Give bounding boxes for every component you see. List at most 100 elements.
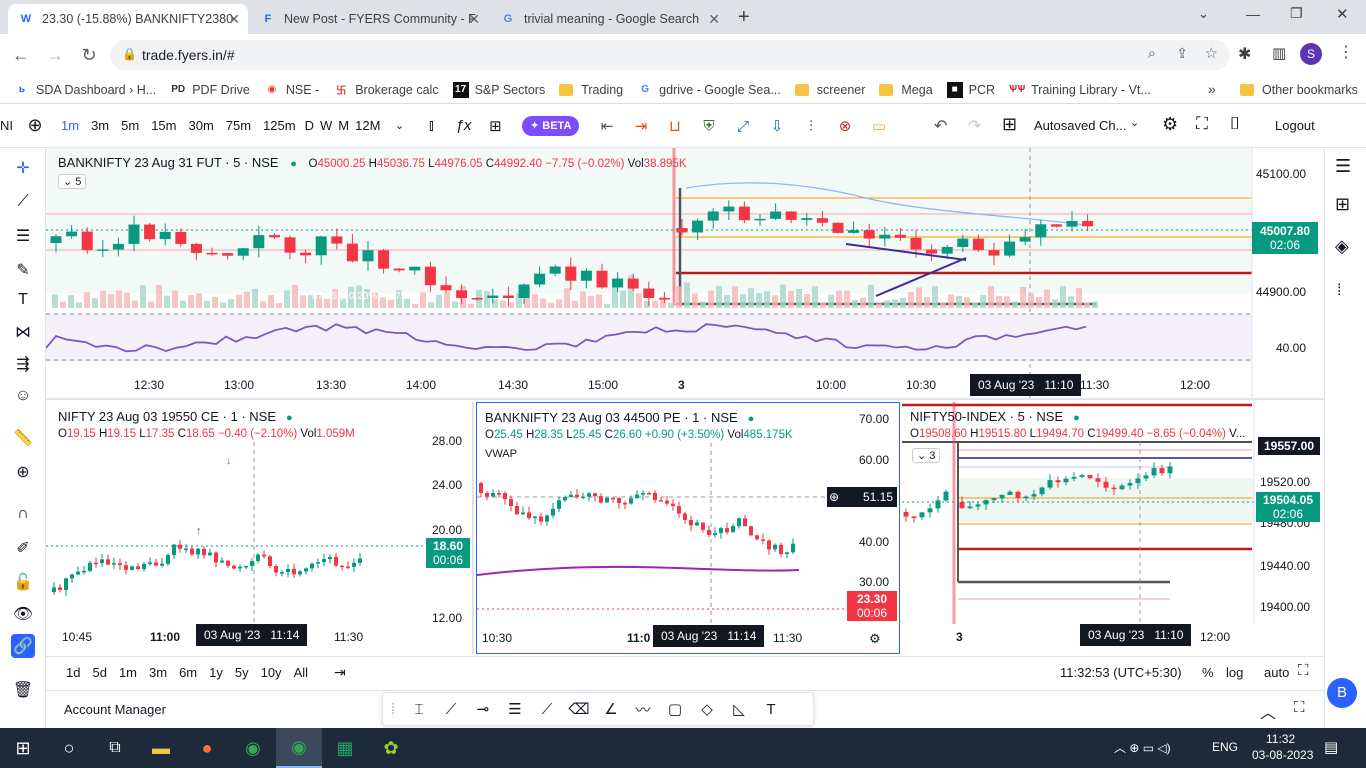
bookmark-item[interactable]: PD PDF Drive — [170, 82, 250, 98]
interval-30m[interactable]: 30m — [188, 118, 214, 133]
ruler-icon[interactable]: 📏 — [13, 430, 33, 447]
brush-icon[interactable]: ✎ — [16, 262, 30, 279]
gear-icon[interactable]: ⚙ — [869, 631, 881, 646]
tab-search-icon[interactable]: ⌄ — [1198, 6, 1209, 21]
layout-icon[interactable]: ⊞ — [1002, 114, 1018, 134]
interval-125m[interactable]: 125m — [263, 118, 296, 133]
main-chart-canvas[interactable] — [46, 148, 1324, 400]
browser-tab[interactable]: G trivial meaning - Google Search ✕ — [490, 4, 728, 34]
trendline-icon[interactable]: ⟋ — [17, 193, 29, 210]
symbol-title[interactable]: BANKNIFTY 23 Aug 03 44500 PE · 1 · NSE — [485, 410, 738, 425]
range-1d[interactable]: 1d — [66, 665, 81, 680]
close-window-button[interactable]: ✕ — [1336, 6, 1349, 23]
star-icon[interactable]: ☆ — [1204, 45, 1218, 62]
trendline-icon[interactable]: ⟋ — [445, 700, 457, 718]
fib-icon[interactable]: ☰ — [15, 228, 31, 245]
bookmark-item[interactable]: ◉ NSE - — [264, 82, 319, 98]
symbol-title[interactable]: NIFTY50-INDEX · 5 · NSE — [910, 409, 1064, 424]
close-icon[interactable]: ✕ — [708, 10, 720, 27]
ce-chart-pane[interactable]: ↓ ↑ NIFTY 23 Aug 03 19550 CE · 1 · NSE ● O… — [46, 402, 474, 654]
text-icon[interactable]: T — [18, 291, 28, 308]
clock[interactable]: 11:32:53 (UTC+5:30) — [1060, 665, 1182, 680]
dom-icon[interactable]: ⁞ — [1337, 282, 1342, 299]
add-alert-icon[interactable]: ⊕ — [829, 490, 840, 504]
pattern-icon[interactable]: ⋈ — [15, 324, 31, 341]
browser-tab-active[interactable]: W 23.30 (-15.88%) BANKNIFTY2380 ✕ — [8, 4, 248, 34]
add-symbol-icon[interactable]: ⊕ — [27, 115, 43, 135]
taskbar-time[interactable]: 11:32 — [1266, 732, 1296, 746]
nifty-chart-canvas[interactable] — [902, 402, 1324, 654]
brush-icon[interactable]: ⟋ — [541, 700, 553, 718]
range-6m[interactable]: 6m — [179, 665, 198, 680]
language-indicator[interactable]: ENG — [1212, 740, 1239, 754]
alerts-list-icon[interactable]: ⊞ — [1335, 194, 1351, 214]
range-3m[interactable]: 3m — [149, 665, 168, 680]
range-10y[interactable]: 10y — [260, 665, 282, 680]
percent-toggle[interactable]: % — [1202, 665, 1214, 680]
text-icon[interactable]: T — [766, 700, 776, 718]
search-icon[interactable]: ○ — [63, 737, 75, 758]
browser-tab[interactable]: F New Post - FYERS Community - F ✕ — [250, 4, 488, 34]
basket-icon[interactable]: ⊔ — [669, 118, 681, 135]
watchlist-icon[interactable]: ☰ — [1335, 156, 1352, 176]
range-1m[interactable]: 1m — [118, 665, 137, 680]
maximize-icon[interactable]: ⛶ — [1294, 699, 1305, 716]
interval-12m[interactable]: 12M — [355, 118, 381, 133]
interval-15m[interactable]: 15m — [151, 118, 177, 133]
rectangle-icon[interactable]: ▢ — [667, 701, 683, 718]
interval-3m[interactable]: 3m — [91, 118, 110, 133]
lock-drawing-icon[interactable]: ✐ — [16, 540, 30, 557]
trash-icon[interactable]: 🗑 — [12, 682, 34, 699]
wallet-icon[interactable]: ▭ — [871, 118, 887, 135]
prediction-icon[interactable]: ⇶ — [16, 356, 30, 373]
chevron-up-icon[interactable]: ︿ — [1260, 705, 1277, 722]
excel-icon[interactable]: ▦ — [336, 737, 354, 758]
triangle-icon[interactable]: ◺ — [733, 701, 745, 718]
download-icon[interactable]: ⇩ — [770, 118, 784, 135]
notification-icon[interactable]: ▤ — [1324, 739, 1339, 756]
interval-75m[interactable]: 75m — [225, 118, 252, 133]
back-icon[interactable]: ← — [12, 44, 30, 65]
symbol-title[interactable]: BANKNIFTY 23 Aug 31 FUT · 5 · NSE — [58, 155, 279, 170]
import-icon[interactable]: ⇤ — [600, 118, 614, 135]
goto-date-icon[interactable]: ⇥ — [334, 664, 346, 680]
windows-start-icon[interactable]: ⊞ — [15, 737, 31, 758]
range-5y[interactable]: 5y — [234, 665, 249, 680]
magnet-icon[interactable]: ∩ — [17, 505, 29, 522]
symbol-title[interactable]: NIFTY 23 Aug 03 19550 CE · 1 · NSE — [58, 409, 276, 424]
layout-name[interactable]: Autosaved Ch... — [1034, 118, 1127, 133]
interval-1m[interactable]: 1m — [61, 118, 80, 133]
chevron-down-icon[interactable]: ⌄ — [394, 120, 405, 132]
alert-icon[interactable]: ⊗ — [838, 118, 852, 135]
vertical-line-icon[interactable]: ⌶ — [414, 700, 424, 718]
task-view-icon[interactable]: ⧉ — [109, 739, 121, 756]
eye-icon[interactable]: 👁 — [12, 606, 34, 623]
bookmark-item[interactable]: ѰѰ Training Library - Vt... — [1009, 82, 1151, 98]
auto-toggle[interactable]: auto — [1264, 665, 1290, 680]
eraser-icon[interactable]: ⌫ — [568, 701, 590, 718]
file-explorer-icon[interactable]: ▬ — [152, 737, 170, 758]
indicators-icon[interactable]: ƒx — [455, 117, 472, 134]
log-toggle[interactable]: log — [1226, 665, 1244, 680]
symbol-search[interactable]: NI — [0, 118, 13, 133]
sidepanel-icon[interactable]: ▥ — [1272, 45, 1287, 62]
zoom-in-icon[interactable]: ⊕ — [16, 464, 30, 481]
pattern-icon[interactable]: ◇ — [701, 701, 713, 718]
fib-icon[interactable]: ☰ — [508, 701, 522, 718]
interval-m[interactable]: M — [338, 118, 350, 133]
firefox-icon[interactable]: ● — [201, 737, 213, 758]
extensions-icon[interactable]: ✱ — [1238, 46, 1252, 63]
templates-icon[interactable]: ⊞ — [489, 117, 502, 135]
angle-icon[interactable]: ∠ — [604, 701, 618, 718]
fullscreen-icon[interactable]: ⛶ — [1298, 662, 1309, 679]
logout-button[interactable]: Logout — [1275, 118, 1315, 133]
interval-w[interactable]: W — [320, 118, 333, 133]
settings-icon[interactable]: ⚙ — [1162, 114, 1179, 134]
layers-icon[interactable]: ◈ — [1335, 236, 1349, 256]
taskbar-date[interactable]: 03-08-2023 — [1252, 748, 1314, 762]
chrome-icon[interactable]: ◉ — [245, 737, 261, 758]
pe-chart-canvas[interactable] — [477, 403, 900, 654]
bookmark-folder[interactable]: Trading — [559, 83, 623, 97]
candle-type-icon[interactable]: ⫾ — [429, 117, 434, 134]
